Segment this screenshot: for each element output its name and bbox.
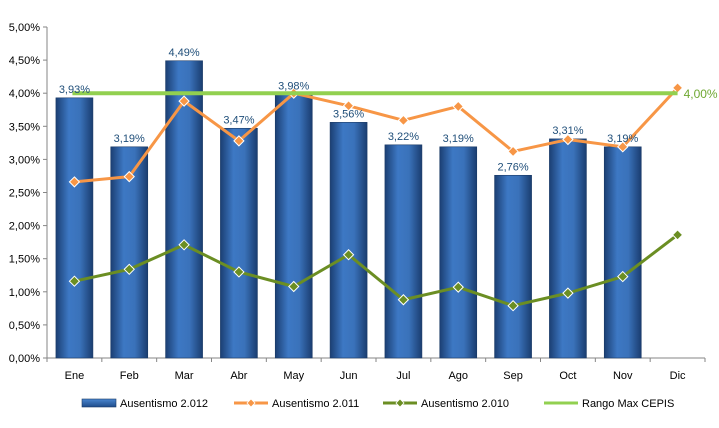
x-tick-label: Abr	[230, 370, 247, 382]
data-label: 3,19%	[607, 133, 638, 145]
x-tick-label: May	[283, 370, 304, 382]
series-marker	[123, 170, 135, 183]
y-tick-label: 0,00%	[9, 353, 40, 365]
y-tick-label: 2,00%	[9, 221, 40, 233]
series-marker	[178, 95, 190, 107]
bar-nov	[603, 146, 642, 359]
series-line-1	[74, 86, 679, 184]
x-tick-label: Nov	[613, 370, 633, 382]
series-marker	[68, 176, 81, 188]
lines-layer	[68, 82, 684, 312]
bar-may	[274, 94, 313, 359]
x-tick-label: Feb	[120, 370, 139, 382]
series-marker	[123, 263, 135, 275]
labels-layer: 3,93% 3,19% 4,49% 3,47% 3,98% 3,56% 3,22% 3,19%…	[59, 47, 718, 174]
series-marker	[507, 145, 519, 158]
bar-oct	[549, 138, 587, 359]
series-marker	[233, 266, 245, 278]
legend-label: Ausentismo 2.011	[272, 398, 359, 410]
bar-abr	[220, 127, 258, 359]
x-tick-label: Dic	[670, 370, 686, 382]
data-label: 3,19%	[114, 133, 145, 145]
series-marker	[452, 100, 464, 113]
series-line-2	[74, 233, 679, 308]
data-label: 3,47%	[223, 114, 254, 126]
y-tick-label: 4,50%	[9, 55, 40, 67]
data-label: 4,49%	[168, 47, 199, 59]
x-tick-label: Oct	[559, 370, 576, 382]
legend-entry: Ausentismo 2.012	[81, 398, 208, 410]
series-marker	[562, 287, 574, 299]
x-tick-label: Sep	[503, 370, 523, 382]
series-marker	[233, 135, 245, 147]
legend-entry: Rango Max CEPIS	[544, 398, 674, 410]
y-tick-label: 3,50%	[9, 121, 40, 133]
data-label: 3,19%	[443, 133, 474, 145]
series-marker	[342, 100, 355, 112]
series-marker	[617, 141, 629, 153]
bars-layer	[55, 60, 642, 359]
y-tick-label: 4,00%	[9, 88, 40, 100]
series-marker	[342, 249, 355, 261]
legend-swatch-marker	[395, 398, 405, 408]
data-label: 2,76%	[497, 161, 528, 173]
axis-layer: 0,00% 0,50% 1,00% 1,50% 2,00% 2,50% 3,00% 3,50%…	[9, 22, 706, 382]
x-tick-label: Ago	[448, 370, 468, 382]
legend-entry: Ausentismo 2.011	[234, 398, 359, 410]
x-tick-label: Mar	[175, 370, 194, 382]
x-tick-label: Jun	[340, 370, 358, 382]
legend-entry: Ausentismo 2.010	[383, 398, 509, 410]
bar-ene	[55, 97, 94, 359]
data-label: 3,31%	[552, 125, 583, 137]
legend-label: Ausentismo 2.010	[421, 398, 509, 410]
legend-label: Rango Max CEPIS	[582, 398, 674, 410]
reference-label: 4,00%	[684, 87, 718, 101]
y-tick-label: 5,00%	[9, 22, 40, 34]
data-label: 3,22%	[388, 131, 419, 143]
y-tick-label: 2,50%	[9, 188, 40, 200]
series-marker	[397, 114, 410, 127]
data-label: 3,93%	[59, 84, 90, 96]
y-tick-label: 1,00%	[9, 287, 40, 299]
x-tick-label: Ene	[65, 370, 85, 382]
bar-sep	[494, 174, 532, 359]
legend: Ausentismo 2.012 Ausentismo 2.011 Ausentis…	[81, 398, 674, 410]
y-tick-label: 0,50%	[9, 320, 40, 332]
series-marker	[68, 275, 81, 287]
legend-swatch-marker	[246, 398, 256, 408]
series-marker	[178, 239, 190, 251]
series-marker	[562, 133, 574, 146]
bar-jun	[329, 122, 368, 359]
series-marker	[617, 270, 629, 283]
series-marker	[288, 280, 300, 293]
y-tick-label: 3,00%	[9, 154, 40, 166]
data-label: 3,98%	[278, 81, 309, 93]
series-marker	[507, 299, 519, 312]
y-tick-label: 1,50%	[9, 254, 40, 266]
data-label: 3,56%	[333, 108, 364, 120]
x-tick-label: Jul	[396, 370, 410, 382]
legend-label: Ausentismo 2.012	[120, 398, 208, 410]
legend-swatch-bar	[81, 398, 117, 408]
bar-ago	[439, 146, 478, 359]
series-marker	[671, 229, 684, 241]
series-marker	[452, 281, 464, 293]
series-marker	[397, 294, 410, 306]
bar-jul	[384, 144, 423, 359]
